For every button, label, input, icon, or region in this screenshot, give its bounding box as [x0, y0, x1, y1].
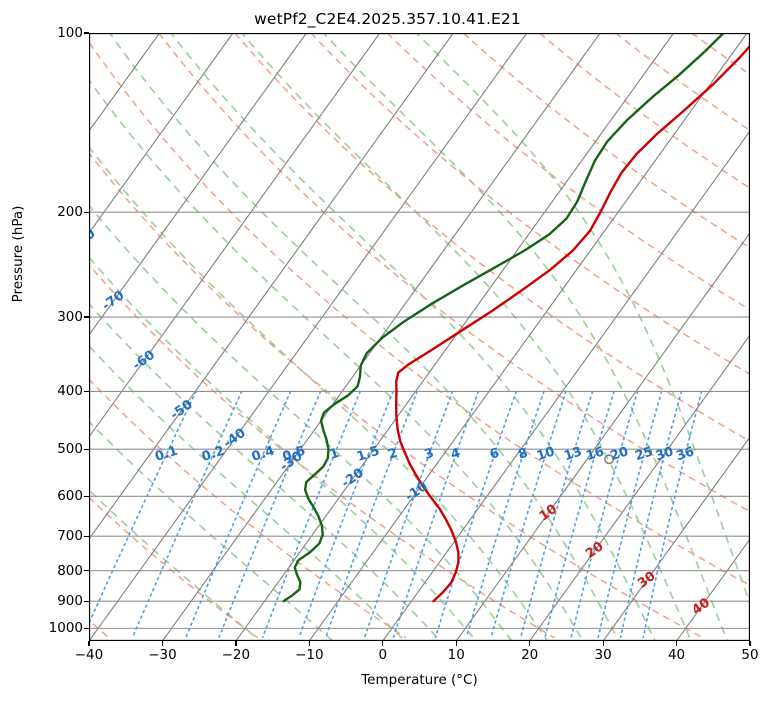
mixing-ratio-lines [89, 390, 703, 639]
x-tick-mark [602, 641, 604, 646]
y-tick-mark [84, 535, 89, 537]
x-tick-mark [455, 641, 457, 646]
dry-adiabat-lines [89, 33, 750, 639]
mixing-ratio-label: 30 [654, 444, 676, 464]
chart-title: wetPf2_C2E4.2025.357.10.41.E21 [254, 10, 521, 28]
x-tick-mark [675, 641, 678, 646]
mixing-ratio-label: 36 [674, 444, 696, 464]
x-tick-mark [382, 641, 384, 646]
mixing-ratio-label: 25 [633, 444, 655, 464]
x-tick-label: 20 [521, 647, 539, 663]
y-tick-label: 900 [57, 593, 83, 610]
y-tick-label: 1000 [48, 620, 83, 637]
mixing-ratio-label: 2 [386, 446, 399, 463]
x-tick-label: −40 [74, 647, 104, 663]
isotherm-label: -80 [89, 226, 98, 252]
y-axis-label: Pressure (hPa) [10, 205, 26, 303]
x-tick-mark [308, 641, 311, 646]
x-tick-mark [235, 641, 237, 646]
dewpoint-curve [282, 33, 725, 603]
mixing-ratio-label: 16 [584, 444, 606, 464]
y-tick-mark [84, 32, 89, 34]
y-tick-label: 100 [57, 25, 83, 41]
y-tick-label: 800 [57, 562, 83, 579]
mixing-ratio-label: 0.4 [250, 444, 277, 465]
plot-background [89, 33, 750, 641]
moist-adiabat-lines [89, 33, 750, 641]
y-tick-mark [84, 316, 89, 318]
x-tick-mark [161, 641, 164, 646]
y-tick-mark [84, 570, 89, 572]
x-tick-label: 10 [447, 647, 465, 663]
x-tick-mark [529, 641, 531, 646]
y-tick-label: 600 [57, 488, 83, 505]
x-axis-label: Temperature (°C) [361, 672, 478, 688]
x-tick-label: −10 [295, 647, 324, 663]
isotherm-lines [89, 33, 750, 641]
mixing-ratio-label: 0.6 [281, 444, 308, 465]
y-tick-mark [84, 211, 89, 213]
y-tick-mark [84, 627, 89, 630]
y-tick-label: 400 [57, 383, 83, 400]
mixing-ratio-label: 20 [609, 444, 631, 464]
x-tick-label: 30 [594, 647, 612, 663]
y-tick-mark [84, 600, 89, 602]
x-tick-mark [749, 641, 751, 646]
mixing-ratio-label: 6 [488, 446, 501, 463]
pressure-gridlines [89, 33, 750, 629]
mixing-ratio-label: 3 [423, 446, 436, 463]
lcl-marker [604, 454, 615, 465]
x-tick-label: −20 [221, 647, 251, 663]
x-tick-label: 0 [378, 647, 388, 663]
skewt-canvas: -100-90-80-70-60-50-40-30-20-10102030400… [89, 33, 750, 641]
plot-area: -100-90-80-70-60-50-40-30-20-10102030400… [49, 25, 759, 663]
chart-markers [604, 454, 615, 465]
mixing-ratio-label: 10 [535, 444, 557, 464]
y-tick-mark [84, 390, 89, 393]
x-tick-label: −30 [148, 647, 177, 663]
mixing-ratio-label: 13 [562, 444, 584, 464]
y-tick-label: 700 [57, 528, 83, 545]
mixing-ratio-label: 8 [516, 446, 529, 463]
mixing-ratio-label: 4 [449, 446, 462, 463]
mixing-ratio-label: 0.2 [200, 444, 227, 465]
y-tick-label: 300 [57, 309, 83, 326]
y-tick-mark [84, 495, 89, 497]
mixing-ratio-label: 1.5 [355, 444, 382, 465]
x-tick-label: 50 [741, 647, 759, 663]
plot-border [89, 33, 750, 641]
y-tick-label: 500 [57, 441, 83, 458]
sounding-curves [282, 33, 750, 603]
temperature-curve [394, 44, 750, 603]
x-tick-label: 40 [667, 647, 686, 663]
x-tick-mark [88, 641, 90, 646]
y-tick-label: 200 [57, 204, 83, 221]
y-tick-mark [84, 448, 89, 450]
mixing-ratio-label: 0.1 [153, 444, 180, 465]
mixing-ratio-label: 1 [328, 446, 341, 463]
